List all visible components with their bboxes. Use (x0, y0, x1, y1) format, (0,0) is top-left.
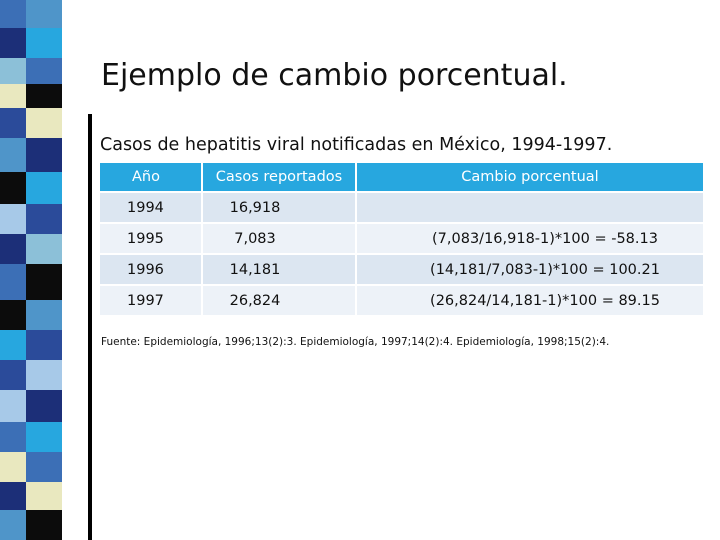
stripe-block (26, 28, 62, 58)
column-header-cases: Casos reportados (202, 163, 357, 192)
stripe-block (0, 138, 26, 172)
stripe-block (0, 28, 26, 58)
stripe-block (26, 84, 62, 108)
cases-cell: 7,083 (202, 222, 357, 254)
stripe-block (0, 422, 26, 452)
column-header-year: Año (100, 163, 203, 192)
stripe-block (26, 264, 62, 300)
stripe-block (0, 330, 26, 360)
stripe-block (26, 204, 62, 234)
vertical-divider (88, 114, 92, 540)
change-cell: (26,824/14,181-1)*100 = 89.15 (356, 284, 705, 315)
stripe-block (0, 0, 26, 28)
stripe-block (0, 264, 26, 300)
table-row: 1996 14,181 (14,181/7,083-1)*100 = 100.2… (100, 253, 705, 285)
year-cell: 1994 (100, 191, 203, 223)
stripe-block (26, 300, 62, 330)
year-cell: 1995 (100, 222, 203, 254)
cases-cell: 14,181 (202, 253, 357, 285)
slide-title: Ejemplo de cambio porcentual. (101, 58, 568, 93)
stripe-block (0, 510, 26, 540)
stripe-block (26, 108, 62, 138)
decorative-stripe (0, 0, 70, 540)
stripe-block (26, 390, 62, 422)
cases-cell: 26,824 (202, 284, 357, 315)
stripe-block (26, 172, 62, 204)
stripe-block (26, 452, 62, 482)
year-cell: 1996 (100, 253, 203, 285)
stripe-block (26, 510, 62, 540)
stripe-block (26, 422, 62, 452)
year-cell: 1997 (100, 284, 203, 315)
stripe-block (26, 138, 62, 172)
table-row: 1995 7,083 (7,083/16,918-1)*100 = -58.13 (100, 222, 705, 254)
column-header-change: Cambio porcentual (356, 163, 705, 192)
stripe-block (0, 172, 26, 204)
stripe-block (0, 58, 26, 84)
stripe-block (0, 84, 26, 108)
stripe-block (0, 482, 26, 510)
stripe-block (0, 360, 26, 390)
stripe-block (0, 108, 26, 138)
stripe-block (0, 390, 26, 422)
stripe-block (26, 234, 62, 264)
stripe-block (26, 330, 62, 360)
change-cell: (14,181/7,083-1)*100 = 100.21 (356, 253, 705, 285)
stripe-block (0, 452, 26, 482)
stripe-block (0, 204, 26, 234)
table-row: 1994 16,918 (100, 191, 705, 223)
table-header-row: Año Casos reportados Cambio porcentual (100, 163, 705, 192)
hepatitis-cases-table: Año Casos reportados Cambio porcentual 1… (100, 163, 705, 315)
stripe-block (26, 482, 62, 510)
change-cell: (7,083/16,918-1)*100 = -58.13 (356, 222, 705, 254)
cases-cell: 16,918 (202, 191, 357, 223)
slide-subtitle: Casos de hepatitis viral notificadas en … (100, 135, 613, 155)
stripe-block (0, 234, 26, 264)
stripe-block (26, 58, 62, 84)
stripe-block (26, 0, 62, 28)
change-cell (356, 191, 705, 223)
stripe-block (0, 300, 26, 330)
source-citation: Fuente: Epidemiología, 1996;13(2):3. Epi… (101, 336, 610, 348)
table-row: 1997 26,824 (26,824/14,181-1)*100 = 89.1… (100, 284, 705, 315)
stripe-block (26, 360, 62, 390)
